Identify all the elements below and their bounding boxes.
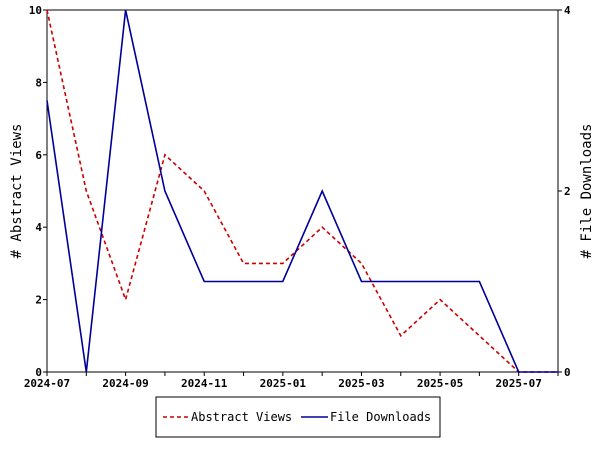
legend-label-file-downloads: File Downloads [330, 410, 431, 424]
y-axis-title-right: # File Downloads [579, 124, 595, 259]
series-line-file-downloads [46, 9, 558, 373]
series-line-abstract-views [46, 9, 558, 373]
x-tick-label: 2024-11 [181, 377, 228, 390]
y-tick-label-left: 8 [35, 76, 42, 89]
y-tick-label-right: 2 [564, 185, 571, 198]
x-tick-label: 2025-03 [338, 377, 384, 390]
x-tick-label: 2025-07 [496, 377, 542, 390]
y-tick-label-left: 6 [35, 149, 42, 162]
legend-label-abstract-views: Abstract Views [191, 410, 292, 424]
series-layer [46, 9, 558, 373]
y-tick-label-left: 10 [29, 4, 42, 17]
y-tick-label-left: 2 [35, 294, 42, 307]
y-tick-label-right: 4 [564, 4, 571, 17]
axes: 0 2 4 6 8 10 0 2 4 2024-07 2024-09 2024-11 2025-01 20… [24, 4, 571, 390]
y-tick-label-left: 0 [35, 366, 42, 379]
plot-area-frame [46, 9, 559, 373]
y-tick-label-right: 0 [564, 366, 571, 379]
legend-box [155, 396, 441, 438]
x-tick-label: 2024-07 [24, 377, 70, 390]
x-tick-label: 2025-05 [417, 377, 463, 390]
x-tick-label: 2025-01 [260, 377, 307, 390]
y-axis-title-left: # Abstract Views [9, 124, 25, 259]
y-tick-label-left: 4 [35, 221, 42, 234]
x-tick-label: 2024-09 [102, 377, 148, 390]
legend: Abstract Views File Downloads [155, 396, 441, 438]
